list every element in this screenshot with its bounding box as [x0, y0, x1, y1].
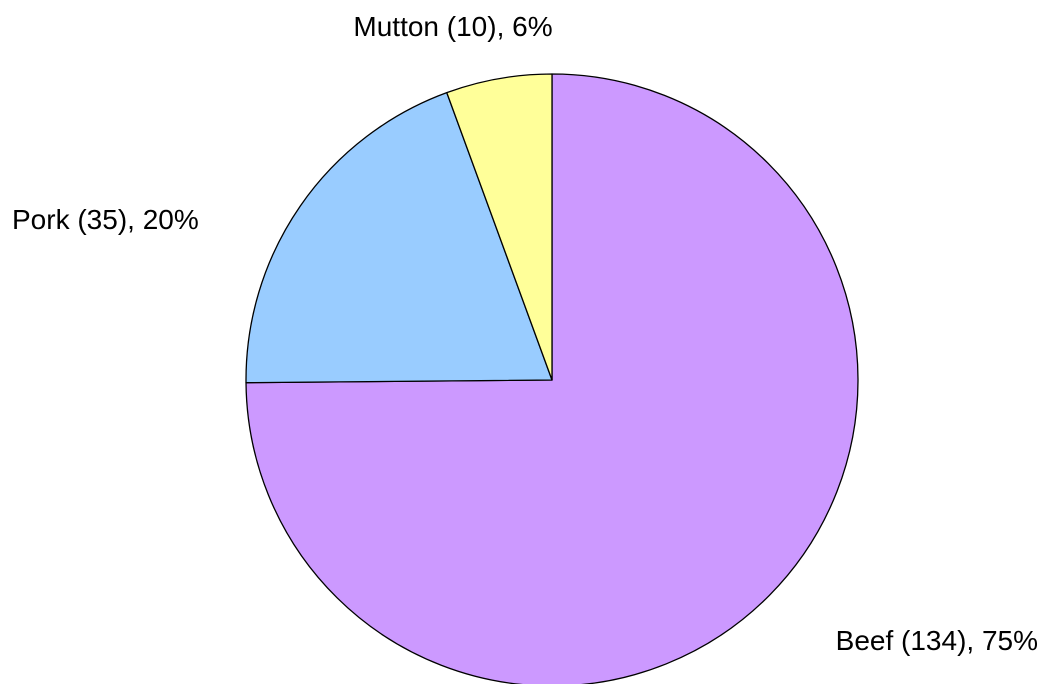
slice-label-pork: Pork (35), 20% [12, 204, 199, 235]
pie-slice-pork [245, 92, 553, 384]
pie-slices [245, 73, 859, 684]
slice-label-beef: Beef (134), 75% [836, 625, 1038, 656]
slice-label-mutton: Mutton (10), 6% [353, 11, 552, 42]
pie-slice-mutton [446, 73, 553, 381]
